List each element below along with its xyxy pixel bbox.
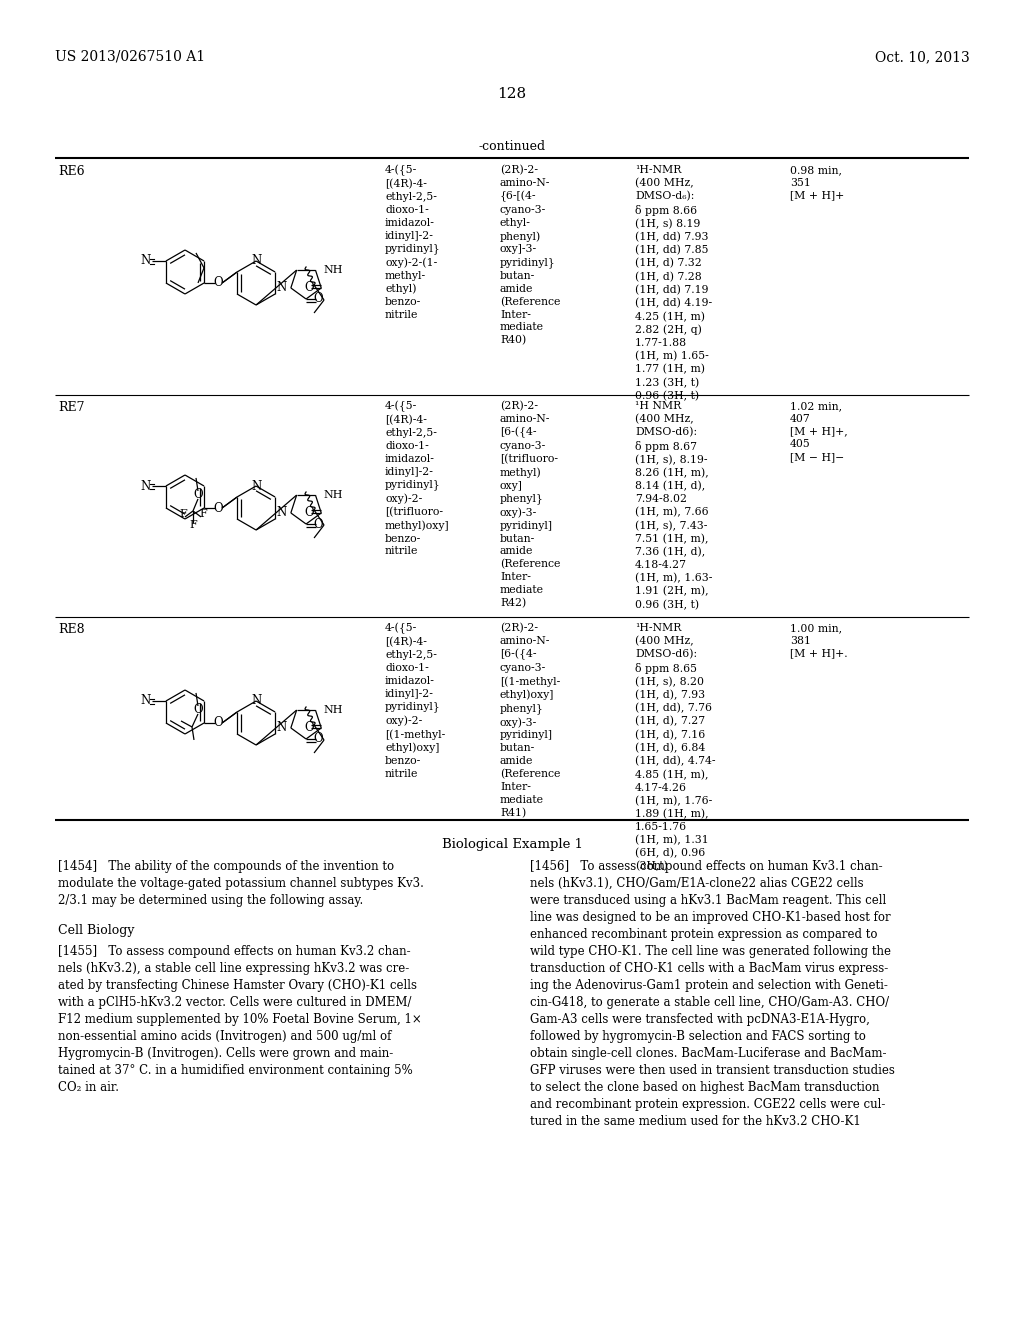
Text: O: O [213, 276, 223, 289]
Text: RE6: RE6 [58, 165, 85, 178]
Text: NH: NH [324, 705, 343, 715]
Text: RE8: RE8 [58, 623, 85, 636]
Text: NH: NH [324, 490, 343, 500]
Text: O: O [194, 704, 203, 717]
Text: F: F [189, 520, 197, 529]
Text: 4-({5-
[(4R)-4-
ethyl-2,5-
dioxo-1-
imidazol-
idinyl]-2-
pyridinyl}
oxy)-2-
[(1-: 4-({5- [(4R)-4- ethyl-2,5- dioxo-1- imid… [385, 623, 445, 779]
Text: N: N [251, 255, 261, 268]
Text: Cell Biology: Cell Biology [58, 924, 134, 937]
Text: (2R)-2-
amino-N-
{6-[(4-
cyano-3-
ethyl-
phenyl)
oxy]-3-
pyridinyl}
butan-
amide: (2R)-2- amino-N- {6-[(4- cyano-3- ethyl-… [500, 165, 560, 346]
Text: ¹H-NMR
(400 MHz,
DMSO-d6):
δ ppm 8.65
(1H, s), 8.20
(1H, d), 7.93
(1H, dd), 7.76: ¹H-NMR (400 MHz, DMSO-d6): δ ppm 8.65 (1… [635, 623, 716, 871]
Text: NH: NH [324, 265, 343, 275]
Text: [1456]   To assess compound effects on human Kv3.1 chan-
nels (hKv3.1), CHO/Gam/: [1456] To assess compound effects on hum… [530, 861, 895, 1129]
Text: 4-({5-
[(4R)-4-
ethyl-2,5-
dioxo-1-
imidazol-
idinyl]-2-
pyridinyl}
oxy)-2-(1-
m: 4-({5- [(4R)-4- ethyl-2,5- dioxo-1- imid… [385, 165, 440, 319]
Text: N: N [141, 479, 152, 492]
Text: O: O [313, 733, 323, 746]
Text: Biological Example 1: Biological Example 1 [441, 838, 583, 851]
Text: -continued: -continued [478, 140, 546, 153]
Text: Oct. 10, 2013: Oct. 10, 2013 [876, 50, 970, 63]
Text: ¹H NMR
(400 MHz,
DMSO-d6):
δ ppm 8.67
(1H, s), 8.19-
8.26 (1H, m),
8.14 (1H, d),: ¹H NMR (400 MHz, DMSO-d6): δ ppm 8.67 (1… [635, 401, 713, 610]
Text: O: O [313, 517, 323, 531]
Text: O: O [313, 293, 323, 305]
Text: 1.00 min,
381
[M + H]+.: 1.00 min, 381 [M + H]+. [790, 623, 848, 659]
Text: [1455]   To assess compound effects on human Kv3.2 chan-
nels (hKv3.2), a stable: [1455] To assess compound effects on hum… [58, 945, 422, 1094]
Text: US 2013/0267510 A1: US 2013/0267510 A1 [55, 50, 205, 63]
Text: 1.02 min,
407
[M + H]+,
405
[M − H]−: 1.02 min, 407 [M + H]+, 405 [M − H]− [790, 401, 848, 462]
Text: N: N [276, 722, 287, 734]
Text: O: O [304, 722, 314, 734]
Text: 0.98 min,
351
[M + H]+: 0.98 min, 351 [M + H]+ [790, 165, 844, 201]
Text: (2R)-2-
amino-N-
[6-({4-
cyano-3-
[(trifluoro-
methyl)
oxy]
phenyl}
oxy)-3-
pyri: (2R)-2- amino-N- [6-({4- cyano-3- [(trif… [500, 401, 560, 609]
Text: F: F [179, 510, 186, 519]
Text: O: O [194, 488, 203, 502]
Text: (2R)-2-
amino-N-
[6-({4-
cyano-3-
[(1-methyl-
ethyl)oxy]
phenyl}
oxy)-3-
pyridin: (2R)-2- amino-N- [6-({4- cyano-3- [(1-me… [500, 623, 560, 818]
Text: RE7: RE7 [58, 401, 85, 414]
Text: F: F [199, 510, 207, 519]
Text: O: O [213, 502, 223, 515]
Text: [1454]   The ability of the compounds of the invention to
modulate the voltage-g: [1454] The ability of the compounds of t… [58, 861, 424, 907]
Text: O: O [304, 281, 314, 294]
Text: N: N [276, 281, 287, 294]
Text: N: N [251, 694, 261, 708]
Text: ¹H-NMR
(400 MHz,
DMSO-d₆):
δ ppm 8.66
(1H, s) 8.19
(1H, dd) 7.93
(1H, dd) 7.85
(: ¹H-NMR (400 MHz, DMSO-d₆): δ ppm 8.66 (1… [635, 165, 712, 401]
Text: 128: 128 [498, 87, 526, 102]
Text: N: N [276, 507, 287, 520]
Text: 4-({5-
[(4R)-4-
ethyl-2,5-
dioxo-1-
imidazol-
idinyl]-2-
pyridinyl}
oxy)-2-
[(tr: 4-({5- [(4R)-4- ethyl-2,5- dioxo-1- imid… [385, 401, 450, 556]
Text: O: O [213, 717, 223, 730]
Text: N: N [141, 694, 152, 708]
Text: N: N [141, 255, 152, 268]
Text: O: O [304, 507, 314, 520]
Text: N: N [251, 479, 261, 492]
